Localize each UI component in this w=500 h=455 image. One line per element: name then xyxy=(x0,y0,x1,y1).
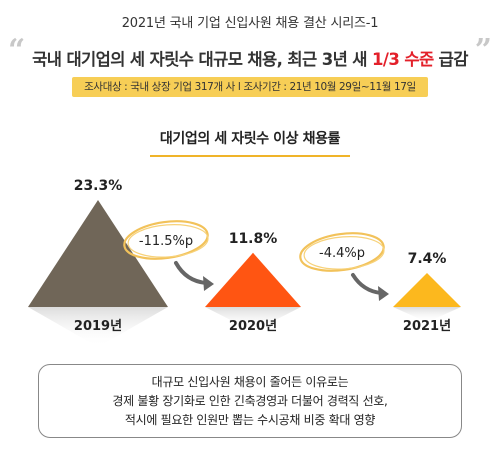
year-label-2: 2020년 xyxy=(229,319,277,334)
triangle-reflection-2 xyxy=(205,307,301,332)
year-label-1: 2019년 xyxy=(74,319,122,334)
change-circle-stroke-2 xyxy=(303,236,385,270)
survey-target: 조사대상 : 국내 상장 기업 317개 사 xyxy=(84,81,235,93)
change-circle-1 xyxy=(123,220,209,260)
close-quote-icon: ” xyxy=(474,33,492,68)
chart-title: 대기업의 세 자릿수 이상 채용률 xyxy=(159,131,341,147)
change-arrow-head-1 xyxy=(203,276,214,291)
chart-title-underline xyxy=(150,155,350,157)
change-circle-stroke-1 xyxy=(127,224,209,258)
survey-period: 조사기간 : 21년 10월 29일~11월 17일 xyxy=(243,81,416,93)
headline-text-after: 급감 xyxy=(433,50,469,69)
change-arrow-2 xyxy=(351,273,383,295)
change-label-1: -11.5%p xyxy=(139,234,193,249)
open-quote-icon: “ xyxy=(8,33,26,68)
triangle-reflection-3 xyxy=(393,307,461,323)
headline: 국내 대기업의 세 자릿수 대규모 채용, 최근 3년 새 1/3 수준 급감 xyxy=(0,46,500,70)
note-line-2: 경제 불황 장기화로 인한 긴축경영과 더불어 경력직 선호, xyxy=(112,393,388,408)
series-title: 2021년 국내 기업 신입사원 채용 결산 시리즈-1 xyxy=(121,16,379,31)
note-line-1: 대규모 신입사원 채용이 줄어든 이유로는 xyxy=(151,374,349,389)
change-circle-2 xyxy=(299,232,385,272)
change-label-2: -4.4%p xyxy=(319,246,365,261)
note-line-3: 적시에 필요한 인원만 뽑는 수시공채 비중 확대 영향 xyxy=(124,412,376,427)
value-label-1: 23.3% xyxy=(74,178,123,194)
value-label-3: 7.4% xyxy=(408,251,447,267)
triangle-bar-3 xyxy=(393,273,461,307)
survey-separator: l xyxy=(237,81,241,93)
change-arrow-1 xyxy=(174,261,208,285)
triangle-reflection-1 xyxy=(28,307,168,347)
triangle-bar-2 xyxy=(205,252,301,307)
headline-highlight: 1/3 수준 xyxy=(372,50,434,69)
survey-info-bar: 조사대상 : 국내 상장 기업 317개 사 l 조사기간 : 21년 10월 29… xyxy=(72,77,428,97)
value-label-2: 11.8% xyxy=(229,231,278,247)
note-box: 대규모 신입사원 채용이 줄어든 이유로는 경제 불황 장기화로 인한 긴축경영… xyxy=(38,364,462,438)
triangle-bar-1 xyxy=(28,200,168,307)
year-label-3: 2021년 xyxy=(403,319,451,334)
change-arrow-head-2 xyxy=(378,286,389,301)
headline-text-before: 국내 대기업의 세 자릿수 대규모 채용, 최근 3년 새 xyxy=(32,50,373,69)
